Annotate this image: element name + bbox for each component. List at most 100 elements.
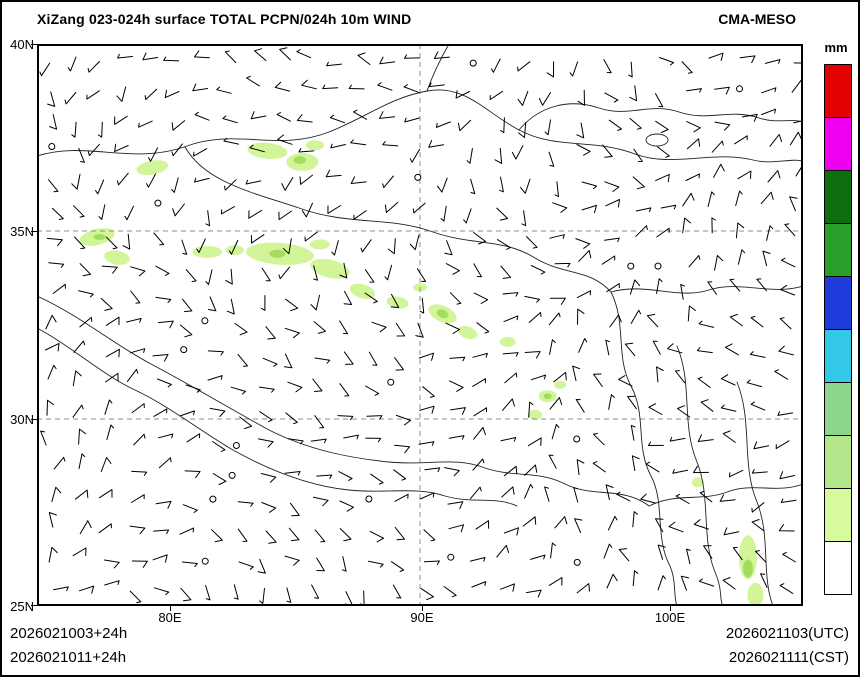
wind-barb (79, 263, 92, 277)
boundary-line (676, 345, 724, 606)
wind-barb (524, 351, 541, 359)
calm-wind-circle (573, 435, 581, 443)
wind-barb (331, 240, 339, 256)
wind-barb (126, 368, 139, 382)
wind-barb (751, 502, 765, 513)
wind-barb (258, 386, 275, 393)
wind-barb (87, 60, 100, 73)
wind-barb (47, 91, 56, 107)
wind-barb (403, 84, 419, 93)
wind-barb (504, 372, 518, 384)
wind-barb (153, 232, 165, 246)
wind-barb (207, 375, 223, 381)
wind-barb (224, 50, 237, 64)
wind-barb (627, 395, 637, 410)
wind-barb (52, 283, 66, 294)
wind-barb (46, 399, 55, 416)
wind-barb (158, 457, 172, 469)
wind-barb (299, 174, 313, 185)
wind-barb (105, 372, 119, 383)
wind-barb (686, 121, 701, 133)
wind-barb (106, 424, 115, 440)
calm-wind-circle (573, 558, 581, 566)
wind-barb (208, 296, 217, 312)
wind-barb (364, 292, 378, 304)
wind-barb (449, 292, 462, 305)
wind-barb (196, 238, 206, 253)
calm-wind-circle (387, 378, 395, 386)
wind-barb (550, 542, 556, 559)
wind-barb (697, 376, 711, 388)
wind-barb (322, 84, 339, 90)
wind-barb (592, 461, 606, 473)
wind-barb (193, 50, 210, 59)
wind-barb (674, 370, 686, 384)
wind-barb (382, 141, 399, 147)
wind-barb (250, 111, 267, 120)
boundary-line (184, 146, 612, 293)
wind-barb (326, 61, 342, 67)
wind-barb (443, 586, 457, 598)
wind-barb (78, 428, 86, 445)
lat-axis-label-35N: 35N (10, 224, 34, 239)
wind-barb (444, 467, 460, 477)
calm-wind-circle (414, 173, 422, 181)
wind-barb (284, 555, 300, 566)
wind-barb (360, 239, 372, 253)
wind-barb (40, 430, 47, 446)
wind-barb (387, 238, 396, 255)
wind-barb (53, 586, 69, 592)
lat-axis-label-25N: 25N (10, 599, 34, 614)
lon-tick (670, 605, 671, 611)
wind-barb (278, 266, 291, 280)
wind-barb (593, 373, 603, 387)
wind-barb (517, 90, 529, 106)
wind-barb (501, 486, 515, 498)
wind-barb (339, 262, 348, 279)
wind-barb (249, 144, 265, 153)
wind-barb (780, 498, 797, 503)
wind-barb (552, 202, 568, 213)
wind-barb (216, 86, 232, 94)
wind-barb (260, 473, 277, 483)
wind-barb (360, 590, 365, 606)
wind-barb (473, 407, 487, 417)
wind-barb (392, 584, 402, 599)
wind-barb (576, 290, 592, 299)
wind-barb (576, 122, 585, 139)
wind-barb (314, 357, 331, 364)
wind-barb (433, 51, 450, 59)
wind-barb (287, 381, 303, 393)
wind-barb (720, 404, 737, 412)
wind-barb (144, 88, 158, 100)
wind-barb (314, 529, 326, 543)
wind-barb (680, 284, 685, 300)
wind-barb (530, 554, 546, 560)
wind-barb (521, 210, 527, 227)
wind-barb (182, 504, 198, 513)
wind-barb (133, 433, 146, 446)
wind-barb (503, 465, 518, 477)
wind-barb (98, 489, 113, 499)
boundary-line (610, 285, 803, 294)
wind-barb (494, 147, 503, 164)
wind-barb (667, 343, 683, 354)
wind-barb (51, 486, 62, 503)
wind-barb (395, 414, 411, 426)
wind-barb (428, 139, 444, 148)
wind-barb (73, 340, 86, 353)
wind-barb (632, 570, 639, 587)
wind-barb (277, 134, 293, 145)
precip-patch (554, 380, 567, 389)
wind-barb (466, 148, 473, 164)
wind-barb (471, 581, 487, 588)
wind-barb (71, 121, 77, 138)
wind-barb (237, 528, 248, 542)
wind-barb (129, 525, 146, 535)
wind-barb (448, 524, 464, 533)
boundary-line (648, 483, 803, 507)
wind-barb (450, 407, 466, 415)
wind-barb (737, 170, 752, 180)
wind-barb (194, 111, 210, 121)
wind-barb (548, 151, 555, 167)
